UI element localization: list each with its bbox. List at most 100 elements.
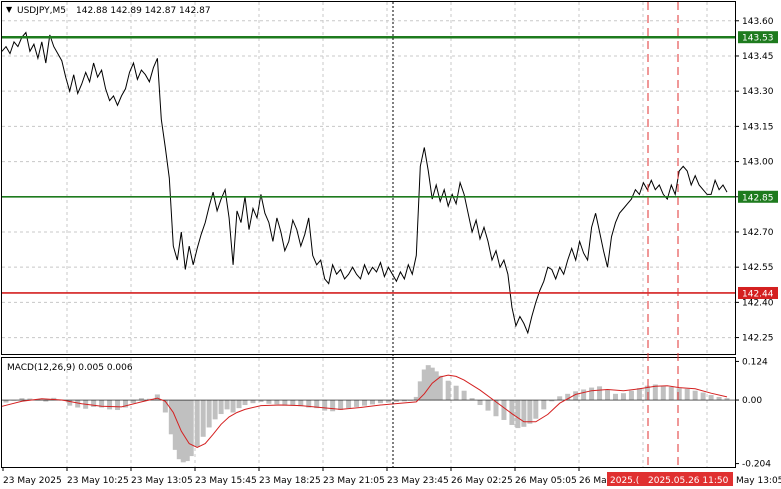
macd-bar bbox=[385, 400, 391, 403]
macd-bar bbox=[75, 400, 81, 408]
vertical-markers[interactable] bbox=[392, 2, 679, 467]
macd-bar bbox=[581, 389, 587, 401]
macd-bar bbox=[99, 400, 105, 408]
price-tick-label: 143.00 bbox=[742, 158, 774, 168]
cursor-time-badge-left[interactable] bbox=[607, 472, 647, 486]
macd-bar bbox=[461, 390, 467, 401]
macd-bar bbox=[346, 400, 352, 409]
cursor-time-badge-right[interactable] bbox=[645, 472, 733, 486]
price-tick-label: 143.30 bbox=[742, 87, 774, 97]
macd-bar bbox=[469, 398, 475, 401]
macd-bar bbox=[628, 390, 634, 401]
macd-bar bbox=[620, 393, 626, 401]
macd-bar bbox=[138, 398, 144, 401]
price-polyline bbox=[1, 31, 728, 335]
triangle-down-icon[interactable]: ▼ bbox=[6, 5, 13, 14]
macd-bar bbox=[282, 400, 288, 406]
level-badge-143.53[interactable] bbox=[738, 31, 778, 44]
macd-bar bbox=[176, 400, 182, 460]
macd-bar bbox=[188, 400, 194, 457]
level-badge-text: 142.44 bbox=[742, 289, 774, 299]
macd-axis[interactable]: 0.124 0.00 -0.204 bbox=[735, 357, 771, 470]
macd-bar bbox=[298, 400, 304, 407]
macd-bar bbox=[172, 400, 178, 450]
macd-bar bbox=[527, 400, 533, 424]
cursor-time-right: 2025.05.26 11:50 bbox=[648, 476, 729, 486]
macd-bar bbox=[557, 396, 563, 401]
time-tick-label: 23 May 10:25 bbox=[67, 476, 129, 486]
macd-tick-label: -0.204 bbox=[742, 460, 771, 470]
macd-bar bbox=[194, 400, 200, 447]
macd-bar bbox=[180, 400, 186, 463]
macd-bar bbox=[605, 390, 611, 401]
macd-bar bbox=[533, 400, 539, 419]
macd-bar bbox=[413, 396, 419, 401]
macd-bar bbox=[668, 386, 674, 401]
macd-bar bbox=[541, 400, 547, 410]
macd-bar bbox=[417, 381, 423, 401]
macd-bar bbox=[708, 395, 714, 401]
price-tick-label: 142.25 bbox=[742, 334, 774, 344]
macd-bar bbox=[224, 400, 230, 410]
macd-bar bbox=[636, 388, 642, 401]
macd-bar bbox=[684, 388, 690, 401]
macd-bar bbox=[290, 400, 296, 406]
macd-bar bbox=[250, 400, 256, 404]
macd-bar bbox=[549, 400, 555, 402]
macd-bar bbox=[597, 386, 603, 401]
macd-bar bbox=[501, 400, 507, 420]
macd-bar bbox=[274, 400, 280, 405]
macd-bar bbox=[485, 400, 491, 411]
level-badge-142.85[interactable] bbox=[738, 190, 778, 203]
macd-bar bbox=[162, 400, 168, 413]
time-tick-label: 23 May 18:25 bbox=[259, 476, 321, 486]
macd-bar bbox=[354, 400, 360, 407]
macd-histogram bbox=[3, 365, 730, 463]
macd-bar bbox=[377, 400, 383, 404]
time-tick-label: 23 May 13:05 bbox=[131, 476, 193, 486]
time-tick-label: 23 May 2025 bbox=[3, 476, 62, 486]
macd-bar bbox=[338, 400, 344, 411]
macd-title: MACD(12,26,9) 0.005 0.006 bbox=[7, 363, 133, 373]
macd-bar bbox=[433, 371, 439, 401]
macd-bar bbox=[51, 397, 57, 401]
macd-bar bbox=[258, 400, 264, 402]
macd-bar bbox=[91, 400, 97, 407]
macd-bar bbox=[3, 400, 9, 403]
macd-bar bbox=[130, 400, 136, 404]
macd-bar bbox=[206, 400, 212, 428]
time-tick-label: 23 May 23:45 bbox=[387, 476, 449, 486]
macd-signal-line bbox=[1, 374, 728, 448]
macd-bar bbox=[612, 393, 618, 401]
macd-bar bbox=[306, 400, 312, 408]
price-axis[interactable]: 143.60 143.45 143.30 143.15 143.00 142.85 142.… bbox=[735, 17, 778, 344]
macd-bar bbox=[425, 365, 431, 401]
macd-bar bbox=[146, 398, 152, 401]
price-tick-label: 142.70 bbox=[742, 228, 774, 238]
price-line bbox=[1, 31, 728, 335]
macd-bar bbox=[362, 400, 368, 406]
macd-bar bbox=[437, 375, 443, 401]
macd-bar bbox=[652, 384, 658, 401]
macd-bar bbox=[115, 400, 121, 411]
macd-bar bbox=[322, 400, 328, 411]
macd-bar bbox=[565, 393, 571, 401]
macd-bar bbox=[19, 398, 25, 401]
time-axis[interactable]: 23 May 2025 23 May 10:25 23 May 13:05 23 Ma… bbox=[2, 467, 781, 486]
macd-bar bbox=[401, 400, 407, 402]
price-levels[interactable] bbox=[2, 35, 735, 294]
time-tick-label-last: May 13:05 bbox=[736, 476, 781, 486]
macd-bar bbox=[724, 398, 730, 401]
price-tick-label: 143.60 bbox=[742, 17, 774, 27]
macd-bar bbox=[43, 400, 49, 402]
level-badge-142.44[interactable] bbox=[738, 286, 778, 299]
macd-bar bbox=[168, 400, 174, 435]
level-badge-text: 142.85 bbox=[742, 193, 774, 203]
price-tick-label: 142.40 bbox=[742, 298, 774, 308]
symbol-label: USDJPY,M5 bbox=[17, 6, 66, 16]
macd-bar bbox=[509, 400, 515, 425]
macd-bar bbox=[660, 385, 666, 401]
